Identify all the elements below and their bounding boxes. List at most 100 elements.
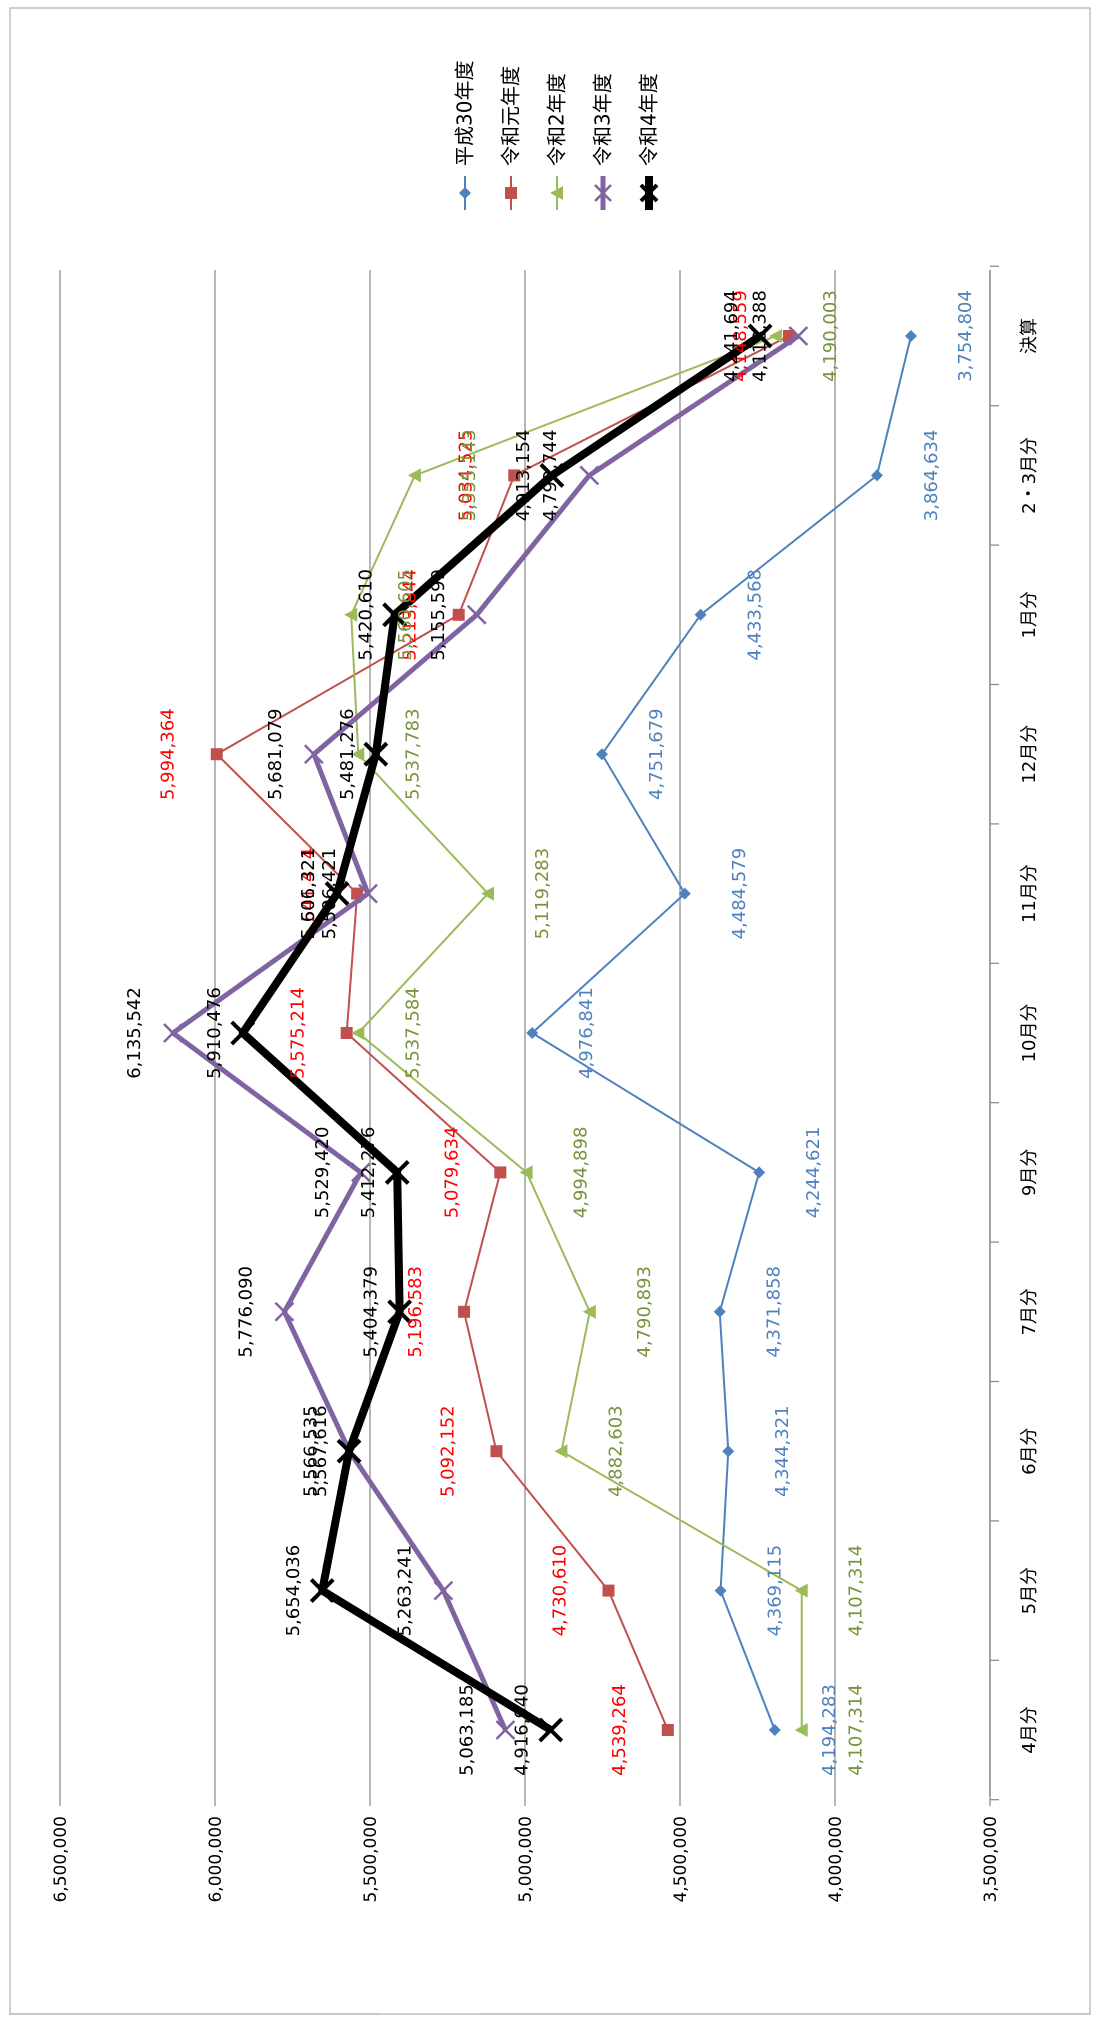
data-label: 5,537,584: [402, 987, 423, 1079]
data-label: 5,560,605: [395, 569, 416, 661]
data-label: 5,355,143: [459, 430, 480, 522]
data-label: 5,567,616: [310, 1405, 331, 1497]
category-tick-label: 5月分: [1019, 1567, 1040, 1614]
data-label: 5,506,421: [319, 848, 340, 940]
legend-label: 令和4年度: [637, 73, 661, 166]
data-point: [714, 1584, 727, 1597]
data-point: [466, 604, 487, 625]
data-point: [769, 329, 783, 343]
data-label: 5,420,610: [356, 569, 377, 661]
data-point: [539, 462, 565, 488]
data-label: 5,566,535: [300, 1405, 321, 1497]
data-labels: 4,194,283 4,369,115 4,344,321 4,371,858 4,24…: [124, 290, 976, 1776]
data-point: [384, 1159, 410, 1185]
series-lines: [163, 323, 918, 1743]
category-tick-label: 決算: [1019, 318, 1040, 354]
data-label: 4,539,264: [609, 1684, 630, 1776]
data-label: 4,371,858: [764, 1266, 785, 1358]
data-point: [324, 881, 350, 907]
data-point: [495, 1720, 516, 1740]
data-point: [870, 469, 883, 482]
data-point: [713, 1305, 726, 1318]
data-point: [526, 1027, 539, 1039]
data-point: [747, 323, 773, 349]
data-point: [788, 326, 809, 346]
data-point: [363, 741, 389, 767]
legend-item: 平成30年度: [453, 61, 477, 210]
data-point: [382, 602, 408, 628]
legend-swatch-marker: [639, 183, 659, 203]
data-label: 4,107,314: [846, 1545, 867, 1637]
data-label: 4,344,321: [772, 1405, 793, 1497]
legend-label: 平成30年度: [453, 61, 477, 166]
data-label: 4,790,893: [634, 1266, 655, 1358]
legend-item: 令和4年度: [637, 73, 661, 210]
data-point: [340, 1027, 353, 1039]
legend-item: 令和2年度: [545, 73, 569, 210]
data-point: [274, 1301, 295, 1322]
data-point: [458, 1305, 471, 1318]
data-point: [452, 608, 465, 621]
data-label: 4,994,898: [571, 1127, 592, 1219]
category-tick-label: 2・3月分: [1019, 437, 1040, 514]
data-point: [433, 1580, 454, 1601]
data-label: 4,433,568: [745, 569, 766, 661]
data-label: 4,194,283: [819, 1684, 840, 1776]
data-point: [905, 330, 918, 342]
data-label: 5,537,783: [402, 708, 423, 800]
data-point: [303, 744, 324, 765]
data-label: 4,190,003: [820, 290, 841, 382]
series-4: [163, 326, 809, 1740]
legend-swatch-marker: [505, 187, 517, 199]
data-label: 5,213,844: [400, 569, 421, 661]
data-label: 4,369,115: [765, 1545, 786, 1637]
data-label: 5,529,420: [312, 1127, 333, 1219]
data-label: 4,118,388: [749, 290, 770, 382]
y-tick-label: 4,500,000: [671, 1816, 691, 1903]
category-tick-label: 4月分: [1019, 1706, 1040, 1753]
data-point: [753, 1166, 766, 1179]
category-tick-label: 6月分: [1019, 1427, 1040, 1474]
data-point: [407, 468, 421, 483]
data-label: 4,751,679: [646, 708, 667, 800]
y-tick-label: 6,500,000: [51, 1816, 71, 1903]
data-point: [794, 1583, 808, 1598]
legend-label: 令和2年度: [545, 73, 569, 166]
legend-item: 令和3年度: [591, 73, 615, 210]
legend: 平成30年度 令和元年度 令和2年度 令和3年度 令和4年度: [453, 61, 661, 210]
series-2: [210, 330, 795, 1736]
data-point: [387, 1299, 413, 1325]
data-point: [494, 1166, 507, 1179]
y-tick-label: 5,000,000: [516, 1816, 536, 1903]
data-label: 5,079,634: [441, 1127, 462, 1219]
data-point: [602, 1584, 615, 1597]
data-label: 4,241,694: [721, 290, 742, 382]
data-label: 5,681,079: [265, 708, 286, 800]
data-label: 5,910,476: [204, 987, 225, 1079]
data-label: 5,155,599: [428, 569, 449, 661]
data-label: 5,263,241: [394, 1545, 415, 1637]
data-point: [554, 1444, 568, 1459]
data-label: 4,107,314: [846, 1684, 867, 1776]
category-tick-label: 1月分: [1019, 591, 1040, 638]
data-label: 5,119,283: [532, 848, 553, 940]
data-point: [163, 1023, 183, 1043]
data-label: 4,148,559: [730, 290, 751, 382]
data-point: [358, 883, 378, 904]
category-tick-label: 9月分: [1019, 1149, 1040, 1196]
data-point: [351, 747, 365, 762]
data-point: [678, 887, 691, 900]
data-label: 3,864,634: [921, 430, 942, 522]
data-label: 4,730,610: [550, 1545, 571, 1637]
data-point: [694, 608, 707, 621]
data-label: 4,792,744: [540, 430, 561, 522]
data-label: 5,541,424: [298, 848, 319, 940]
category-tick-label: 7月分: [1019, 1288, 1040, 1335]
data-label: 5,481,276: [337, 708, 358, 800]
data-label: 5,034,525: [455, 430, 476, 522]
series-3: [344, 329, 808, 1737]
data-point: [490, 1445, 503, 1458]
data-point: [768, 1724, 781, 1736]
